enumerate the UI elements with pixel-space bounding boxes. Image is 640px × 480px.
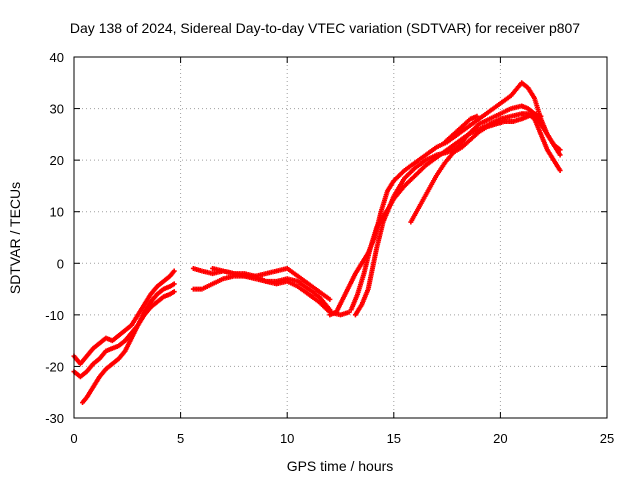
gridlines [74, 57, 607, 418]
x-tick-label: 25 [600, 431, 614, 446]
series-track-k [442, 113, 480, 145]
data-point [171, 281, 177, 287]
y-tick-label: -10 [45, 308, 64, 323]
y-axis-label: SDTVAR / TECUs [7, 182, 23, 294]
data-point [171, 289, 177, 295]
series-track-i [352, 103, 563, 318]
data-point [557, 152, 563, 158]
chart-title: Day 138 of 2024, Sidereal Day-to-day VTE… [70, 20, 580, 36]
y-tick-label: 20 [50, 153, 64, 168]
x-tick-label: 20 [493, 431, 507, 446]
data-point [557, 167, 563, 173]
y-tick-label: 0 [57, 256, 64, 271]
y-tick-label: 40 [50, 50, 64, 65]
series-track-a [71, 268, 177, 367]
axis-ticks: 0 5 10 15 20 25 -30 -20 -10 0 10 20 30 40 [45, 50, 614, 446]
x-tick-label: 0 [70, 431, 77, 446]
y-tick-label: -20 [45, 359, 64, 374]
y-tick-label: -30 [45, 411, 64, 426]
plot-frame [73, 56, 608, 419]
y-tick-label: 30 [50, 102, 64, 117]
data-point [538, 113, 544, 119]
x-tick-label: 15 [387, 431, 401, 446]
x-axis-label: GPS time / hours [287, 458, 394, 474]
data-point [327, 296, 333, 302]
x-tick-label: 5 [177, 431, 184, 446]
x-tick-label: 10 [280, 431, 294, 446]
series-track-e [190, 265, 333, 302]
data-point [346, 309, 352, 315]
series-track-c [80, 289, 177, 406]
data-point [171, 268, 177, 274]
y-tick-label: 10 [50, 205, 64, 220]
data-point [474, 113, 480, 119]
series-track-j [408, 111, 544, 225]
data-points [71, 80, 563, 406]
